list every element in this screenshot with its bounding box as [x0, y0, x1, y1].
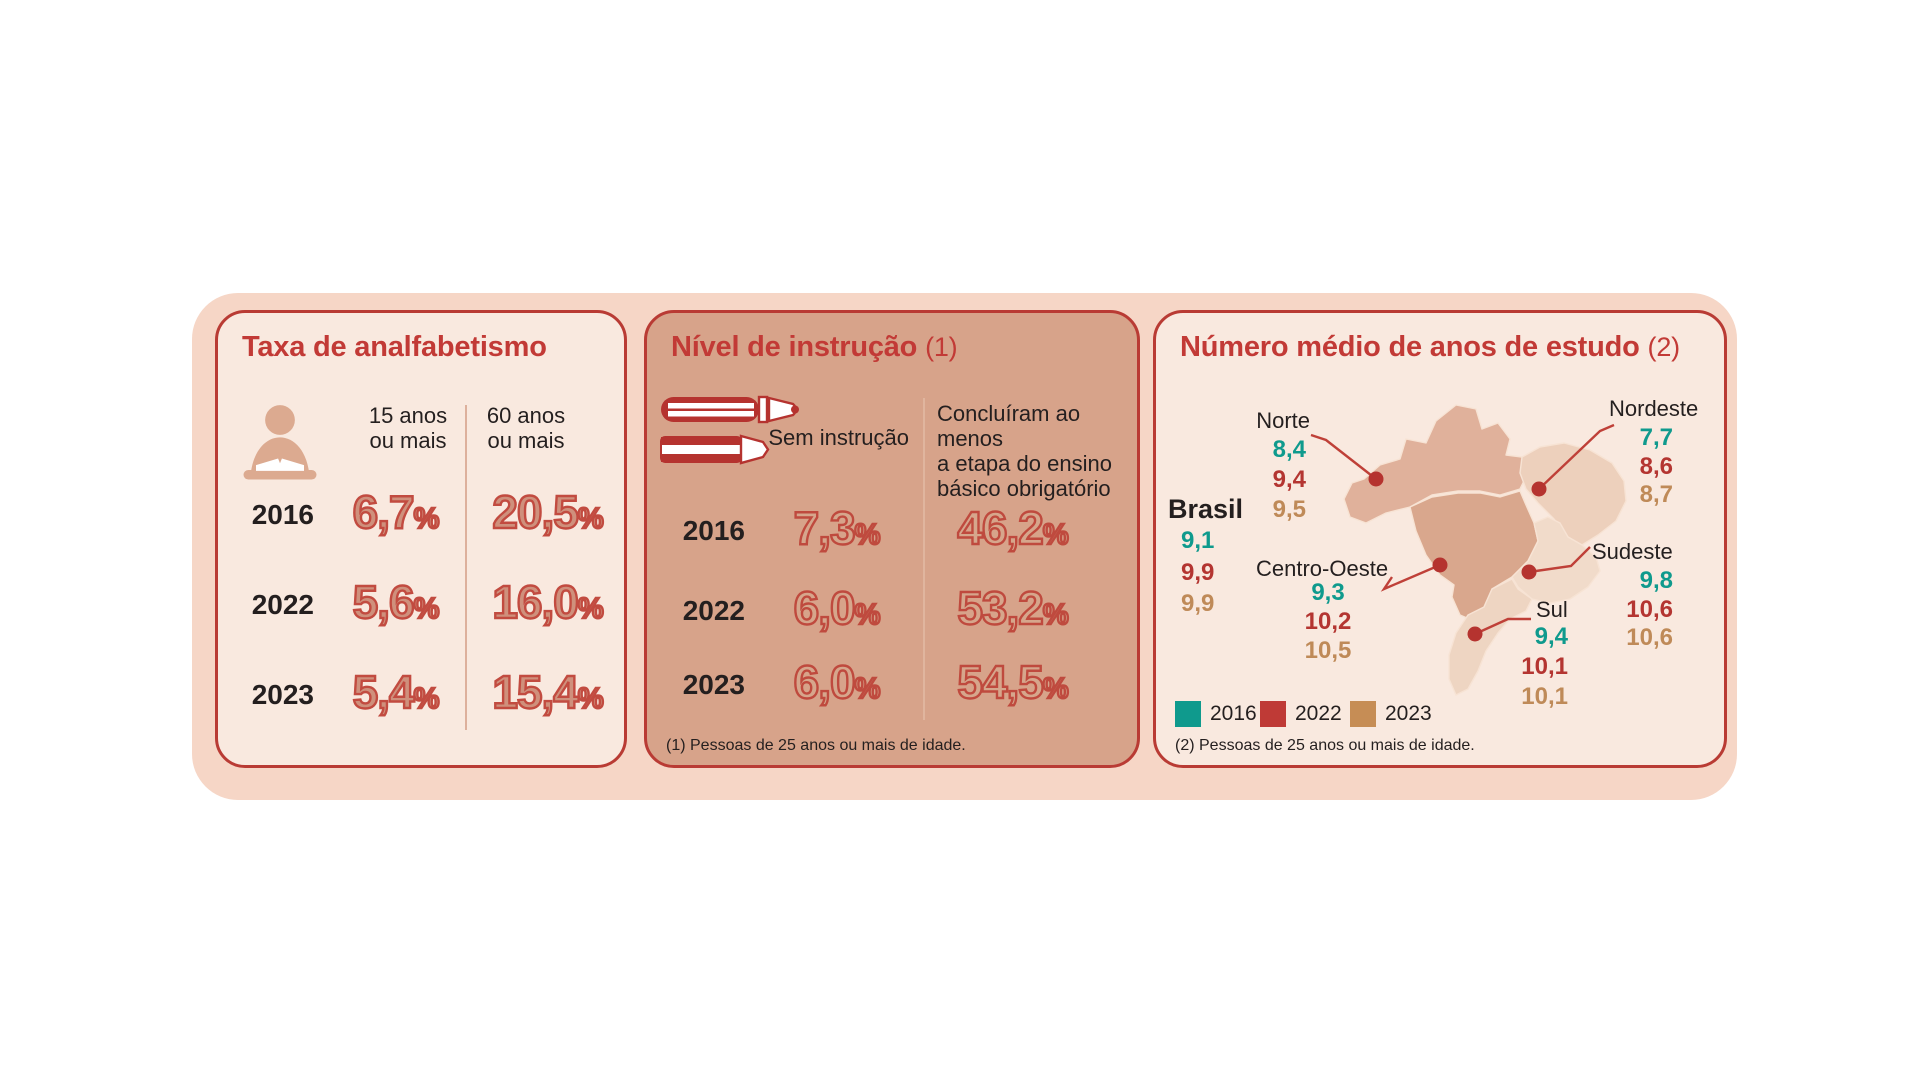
value-centro-oeste-2016: 9,3: [1311, 579, 1345, 606]
region-marker-centro-oeste: [1432, 557, 1448, 573]
value-brasil-2016: 9,1: [1181, 527, 1215, 554]
value-nordeste-2023: 8,7: [1639, 481, 1673, 508]
legend-item-2023: 2023: [1350, 701, 1432, 727]
value-sul-2022: 10,1: [1521, 653, 1568, 680]
map-region-nordeste: [1519, 442, 1627, 546]
value-norte-2016: 8,4: [1272, 436, 1306, 463]
value-illiteracy-60: 15,4%: [491, 665, 605, 719]
value-nordeste-2016: 7,7: [1639, 424, 1673, 451]
table-row: 2022 5,6% 16,0%: [218, 575, 624, 633]
panel-years-of-study-title: Número médio de anos de estudo (2): [1180, 331, 1681, 363]
year-label: 2016: [682, 515, 745, 546]
value-sul-2016: 9,4: [1534, 623, 1568, 650]
region-marker-sul: [1467, 626, 1483, 642]
value-no-instruction: 7,3%: [792, 501, 881, 555]
footnote-1: (1) Pessoas de 25 anos ou mais de idade.: [666, 737, 966, 754]
value-illiteracy-15: 5,6%: [351, 575, 440, 629]
value-brasil-2022: 9,9: [1181, 559, 1215, 586]
region-marker-norte: [1368, 471, 1384, 487]
pencils-icon: [660, 395, 799, 465]
brasil-label: Brasil: [1168, 494, 1244, 524]
panel-education-level-title: Nível de instrução (1): [671, 331, 958, 363]
legend-swatch-2016: [1175, 701, 1201, 727]
table-row: 2023 5,4% 15,4%: [218, 665, 624, 723]
year-label: 2023: [251, 679, 314, 710]
region-label-nordeste: Nordeste: [1609, 396, 1699, 421]
value-illiteracy-60: 20,5%: [491, 485, 605, 539]
region-label-centro-oeste: Centro-Oeste: [1256, 556, 1389, 581]
column-divider: [923, 398, 925, 720]
reader-icon: [243, 405, 317, 480]
value-centro-oeste-2023: 10,5: [1304, 637, 1352, 664]
callout-line-nordeste: [1538, 423, 1615, 490]
value-completed-basic: 53,2%: [956, 581, 1070, 635]
region-marker-nordeste: [1531, 481, 1547, 497]
table-row: 2016 7,3% 46,2%: [647, 501, 1137, 559]
callout-line-sudeste: [1528, 546, 1591, 574]
column-header-60-plus: 60 anos ou mais: [486, 403, 566, 453]
column-header-no-instruction: Sem instrução: [768, 425, 909, 450]
value-no-instruction: 6,0%: [792, 655, 881, 709]
value-no-instruction: 6,0%: [792, 581, 881, 635]
legend-swatch-2022: [1260, 701, 1286, 727]
year-label: 2023: [682, 669, 745, 700]
value-sudeste-2023: 10,6: [1626, 624, 1673, 651]
column-header-15-plus: 15 anos ou mais: [368, 403, 448, 453]
callout-line-centro-oeste: [1380, 563, 1441, 592]
panel-illiteracy-title: Taxa de analfabetismo: [242, 331, 547, 363]
value-sul-2023: 10,1: [1521, 683, 1568, 710]
region-label-norte: Norte: [1256, 408, 1310, 433]
legend-swatch-2023: [1350, 701, 1376, 727]
value-centro-oeste-2022: 10,2: [1304, 608, 1352, 635]
table-row: 2023 6,0% 54,5%: [647, 655, 1137, 713]
value-brasil-2023: 9,9: [1181, 590, 1215, 617]
value-norte-2022: 9,4: [1272, 466, 1306, 493]
value-completed-basic: 54,5%: [956, 655, 1070, 709]
table-row: 2022 6,0% 53,2%: [647, 581, 1137, 639]
value-sudeste-2016: 9,8: [1639, 567, 1673, 594]
column-divider: [465, 405, 467, 730]
value-illiteracy-60: 16,0%: [491, 575, 605, 629]
table-row: 2016 6,7% 20,5%: [218, 485, 624, 543]
title-footnote-marker: (2): [1647, 332, 1681, 362]
year-label: 2016: [251, 499, 314, 530]
legend-item-2022: 2022: [1260, 701, 1342, 727]
year-label: 2022: [251, 589, 314, 620]
map-region-sul: [1448, 578, 1533, 696]
footnote-2: (2) Pessoas de 25 anos ou mais de idade.: [1175, 737, 1475, 754]
value-illiteracy-15: 6,7%: [351, 485, 440, 539]
region-label-sul: Sul: [1536, 597, 1568, 622]
legend-item-2016: 2016: [1175, 701, 1257, 727]
region-marker-sudeste: [1521, 564, 1537, 580]
callout-line-sul: [1474, 617, 1531, 636]
region-label-sudeste: Sudeste: [1592, 539, 1673, 564]
panel-education-level: Nível de instrução (1): [644, 310, 1140, 768]
map-region-sudeste: [1511, 516, 1601, 604]
value-norte-2023: 9,5: [1272, 496, 1306, 523]
value-nordeste-2022: 8,6: [1639, 453, 1673, 480]
pencil-icon: [660, 434, 770, 465]
year-label: 2022: [682, 595, 745, 626]
value-completed-basic: 46,2%: [956, 501, 1070, 555]
pencil-icon: [661, 395, 799, 424]
panel-illiteracy-rate: Taxa de analfabetismo 15 anos ou mais 60…: [215, 310, 627, 768]
title-footnote-marker: (1): [925, 332, 958, 362]
value-sudeste-2022: 10,6: [1626, 596, 1673, 623]
value-illiteracy-15: 5,4%: [351, 665, 440, 719]
column-header-completed-basic: Concluíram ao menos a etapa do ensino bá…: [937, 401, 1112, 501]
callout-line-norte: [1310, 433, 1377, 480]
infographic-container: Taxa de analfabetismo 15 anos ou mais 60…: [192, 293, 1737, 800]
brazil-map: [1310, 404, 1627, 696]
panel-avg-years-of-study: Número médio de anos de estudo (2): [1153, 310, 1727, 768]
